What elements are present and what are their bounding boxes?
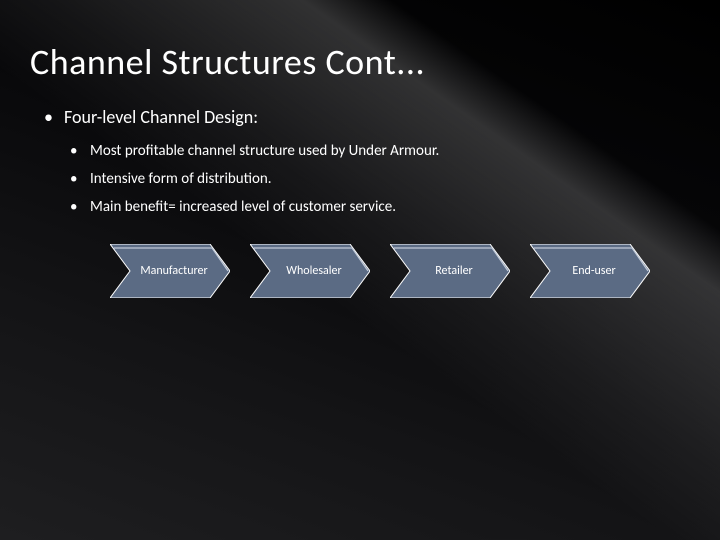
bullet-sub-2: Intensive form of distribution. <box>70 170 690 188</box>
slide: Channel Structures Cont... Four-level Ch… <box>0 0 720 540</box>
flow-label: End-user <box>530 244 650 298</box>
flow-label: Manufacturer <box>110 244 230 298</box>
flow-node-wholesaler: Wholesaler <box>250 244 370 298</box>
flow-label: Retailer <box>390 244 510 298</box>
bullet-sub-1: Most profitable channel structure used b… <box>70 142 690 160</box>
bullet-main: Four-level Channel Design: <box>44 106 690 128</box>
slide-title: Channel Structures Cont... <box>30 40 690 84</box>
flow-node-enduser: End-user <box>530 244 650 298</box>
bullet-sub-3: Main benefit= increased level of custome… <box>70 198 690 216</box>
flow-node-retailer: Retailer <box>390 244 510 298</box>
flow-node-manufacturer: Manufacturer <box>110 244 230 298</box>
process-flow: Manufacturer Wholesaler Retailer End-use… <box>110 244 690 298</box>
flow-label: Wholesaler <box>250 244 370 298</box>
